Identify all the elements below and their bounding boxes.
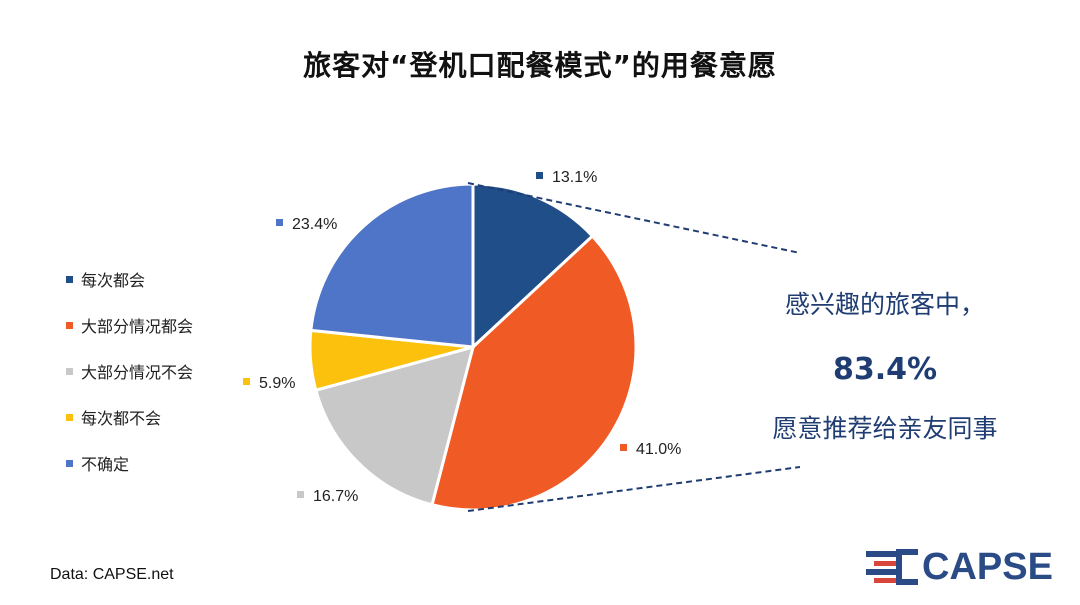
legend-label: 大部分情况不会 (81, 363, 194, 382)
callout-percentage: 83.4% (832, 352, 938, 387)
legend-swatch (66, 275, 73, 283)
data-label: 16.7% (313, 488, 358, 505)
pie-slice (309, 182, 475, 349)
capse-logo-text: CAPSE (922, 546, 1053, 588)
legend-swatch (66, 367, 73, 375)
data-label-swatch (536, 172, 543, 179)
pie-slices (308, 182, 638, 512)
legend-label: 大部分情况都会 (81, 317, 194, 336)
pie-labels: 13.1% 41.0% 16.7% 5.9% 23.4% (243, 169, 681, 505)
legend-item: 大部分情况都会 (66, 302, 193, 348)
callout-line1: 感兴趣的旅客中， (784, 290, 985, 319)
zoom-line-bottom (467, 466, 801, 512)
capse-logo-mark-icon (866, 549, 918, 585)
data-label: 13.1% (552, 169, 597, 186)
pie-slice (430, 233, 638, 512)
chart-title: 旅客对“登机口配餐模式”的用餐意愿 (303, 49, 777, 82)
capse-logo: CAPSE (866, 545, 1066, 589)
legend-label: 每次都会 (81, 271, 146, 290)
data-label: 41.0% (636, 441, 681, 458)
legend-item: 不确定 (66, 440, 193, 486)
legend-swatch (66, 413, 73, 421)
data-label-swatch (276, 219, 283, 226)
zoom-line-top (467, 182, 801, 254)
legend-item: 大部分情况不会 (66, 348, 193, 394)
callout-line2: 愿意推荐给亲友同事 (772, 414, 998, 443)
legend-item: 每次都不会 (66, 394, 193, 440)
pie-slice (313, 344, 476, 507)
data-label: 23.4% (292, 216, 337, 233)
callout: 感兴趣的旅客中， 83.4% 愿意推荐给亲友同事 (735, 284, 1035, 450)
legend-swatch (66, 321, 73, 329)
data-label: 5.9% (259, 375, 295, 392)
legend-item: 每次都会 (66, 256, 193, 302)
legend-label: 不确定 (81, 455, 130, 474)
legend-swatch (66, 459, 73, 467)
data-label-swatch (620, 444, 627, 451)
data-source: Data: CAPSE.net (50, 566, 174, 583)
legend: 每次都会 大部分情况都会 大部分情况不会 每次都不会 不确定 (66, 256, 193, 486)
data-label-swatch (297, 491, 304, 498)
data-label-swatch (243, 378, 250, 385)
legend-label: 每次都不会 (81, 409, 162, 428)
